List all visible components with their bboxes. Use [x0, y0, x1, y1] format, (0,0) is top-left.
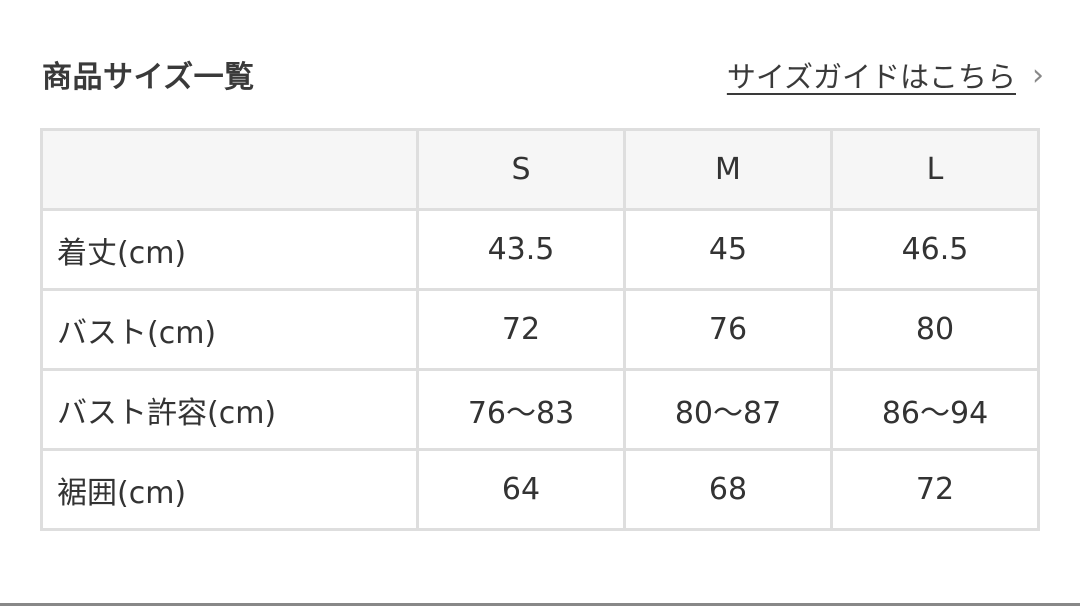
header-corner-cell [40, 128, 419, 211]
row-label: バスト(cm) [40, 288, 419, 371]
row-label: 着丈(cm) [40, 208, 419, 291]
size-guide-link[interactable]: サイズガイドはこちら [726, 60, 1016, 94]
table-cell: 76〜83 [416, 368, 626, 451]
table-cell: 72 [830, 448, 1040, 531]
table-cell: 46.5 [830, 208, 1040, 291]
table-cell: 86〜94 [830, 368, 1040, 451]
table-cell: 76 [623, 288, 833, 371]
header-size-m: M [623, 128, 833, 211]
table-cell: 68 [623, 448, 833, 531]
row-label: 裾囲(cm) [40, 448, 419, 531]
table-row: 着丈(cm) 43.5 45 46.5 [40, 208, 1040, 291]
row-label: バスト許容(cm) [40, 368, 419, 451]
page-title: 商品サイズ一覧 [42, 60, 255, 95]
table-row: 裾囲(cm) 64 68 72 [40, 448, 1040, 531]
table-cell: 80 [830, 288, 1040, 371]
table-cell: 64 [416, 448, 626, 531]
header-size-s: S [416, 128, 626, 211]
chevron-right-icon[interactable]: › [1032, 57, 1044, 93]
table-cell: 72 [416, 288, 626, 371]
table-row: バスト許容(cm) 76〜83 80〜87 86〜94 [40, 368, 1040, 451]
table-row: バスト(cm) 72 76 80 [40, 288, 1040, 371]
header-size-l: L [830, 128, 1040, 211]
table-header-row: S M L [40, 128, 1040, 211]
size-guide-link-container[interactable]: サイズガイドはこちら › [727, 54, 1044, 96]
size-table: S M L 着丈(cm) 43.5 45 46.5 バスト(cm) 72 76 80 バスト許容… [40, 128, 1040, 531]
divider [0, 603, 1080, 606]
table-cell: 43.5 [416, 208, 626, 291]
table-cell: 45 [623, 208, 833, 291]
table-cell: 80〜87 [623, 368, 833, 451]
